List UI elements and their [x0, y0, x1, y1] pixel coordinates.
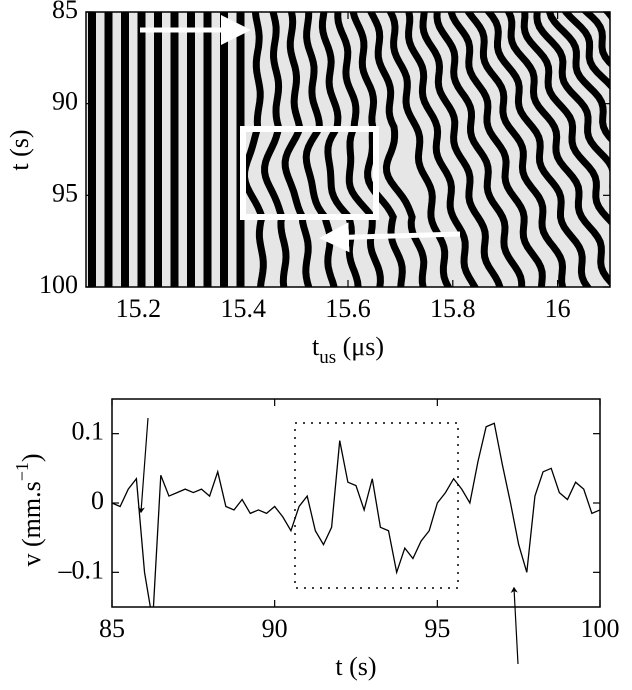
- stripe: [484, 12, 592, 287]
- highlight-box: [240, 126, 379, 220]
- stripe: [405, 12, 479, 287]
- x-axis-label: t (s): [335, 652, 376, 681]
- stripe: [464, 12, 567, 287]
- y-label-end: ): [17, 453, 46, 462]
- x-tick-label: 15.8: [430, 294, 476, 323]
- stripe: [240, 12, 267, 287]
- stripe: [520, 12, 610, 226]
- y-tick-label: 85: [52, 0, 78, 24]
- x-tick-label: 100: [581, 614, 620, 643]
- stripe: [386, 12, 453, 287]
- y-tick-label: 0.1: [72, 417, 105, 446]
- y-axis-label: t (s): [5, 129, 34, 170]
- stripe: [433, 12, 526, 287]
- x-label-main: t: [312, 332, 320, 361]
- y-axis-label: v (mm.s−1): [12, 453, 46, 566]
- x-axis-label: tus (μs): [312, 332, 384, 368]
- plot-frame: [111, 398, 601, 608]
- stripe: [334, 12, 384, 287]
- stripe: [367, 12, 428, 287]
- x-tick-label: 15.6: [325, 294, 371, 323]
- arrow: [510, 586, 519, 665]
- stripe: [581, 12, 610, 68]
- stripe: [561, 12, 610, 91]
- stripe: [281, 12, 313, 287]
- x-tick-label: 15.2: [116, 294, 162, 323]
- stripe: [349, 12, 406, 287]
- dotted-box: [294, 422, 459, 589]
- stripe: [546, 12, 610, 143]
- y-tick-label: 0: [91, 486, 104, 515]
- stripe: [447, 12, 546, 287]
- y-tick-label: 100: [39, 270, 78, 299]
- x-tick-label: 16: [545, 294, 571, 323]
- x-label-unit: (μs): [343, 332, 384, 361]
- arrow: [319, 222, 461, 253]
- stripe: [261, 12, 290, 287]
- y-tick-label: 90: [52, 87, 78, 116]
- x-tick-label: 90: [262, 614, 288, 643]
- y-label-main: v (mm.s: [17, 481, 46, 566]
- stripe: [318, 12, 362, 287]
- line-plot-area: [112, 422, 600, 607]
- stripe: [618, 2, 632, 297]
- y-label-sup: −1: [12, 462, 32, 481]
- x-label-sub: us: [319, 347, 336, 368]
- arrow: [137, 417, 149, 514]
- data-line: [112, 422, 600, 607]
- y-tick-label: 95: [52, 178, 78, 207]
- x-tick-label: 95: [424, 614, 450, 643]
- x-tick-label: 15.4: [220, 294, 266, 323]
- x-tick-label: 85: [99, 614, 125, 643]
- stripe: [533, 12, 610, 193]
- y-tick-label: –0.1: [58, 555, 105, 584]
- stripe: [419, 12, 504, 287]
- stripe: [504, 12, 610, 287]
